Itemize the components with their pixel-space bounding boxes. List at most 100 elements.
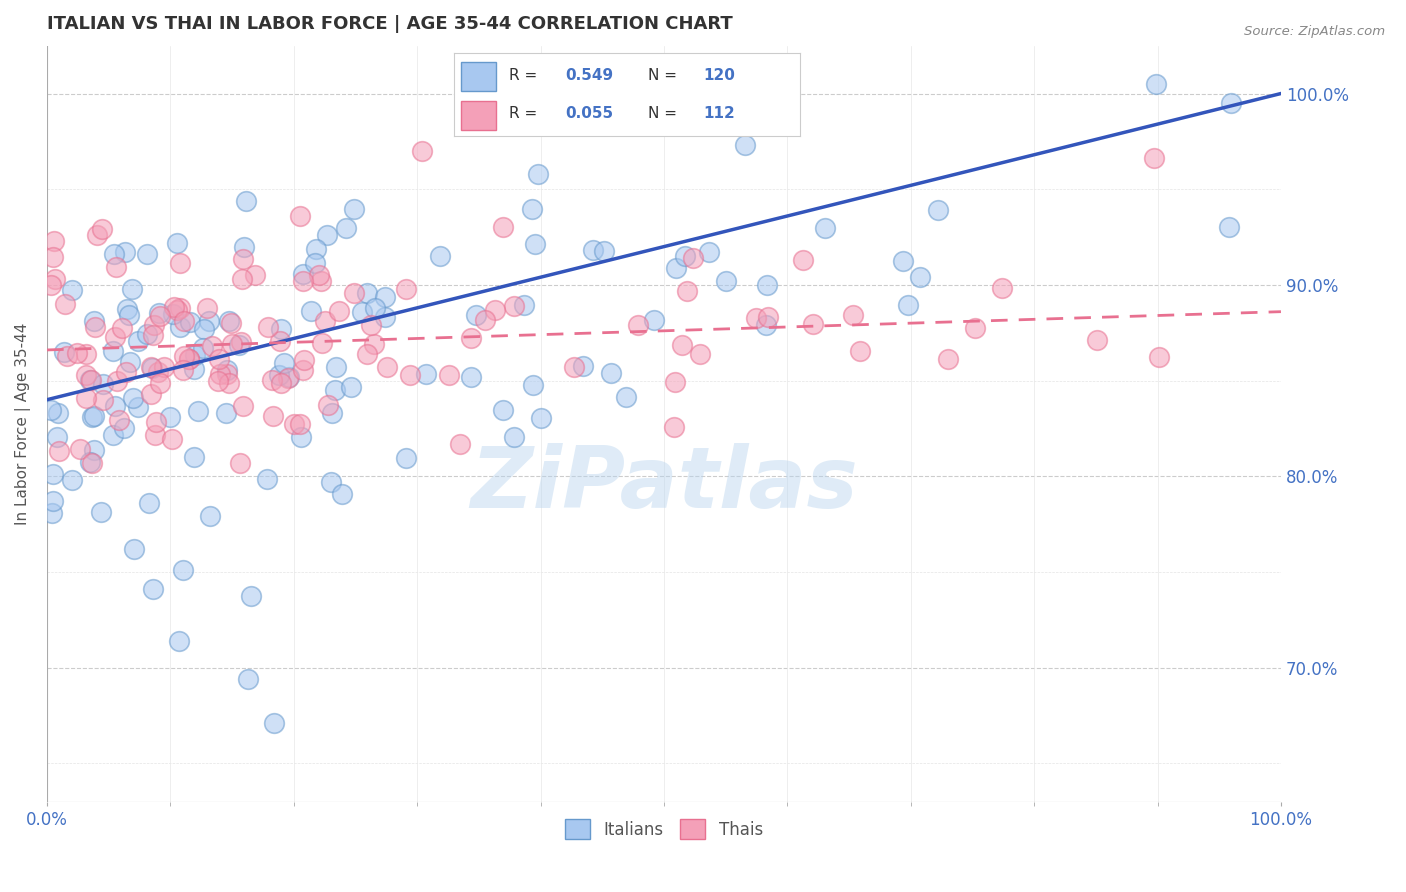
Point (936, 352, 959, 367)
Point (616, 390, 638, 404)
Point (231, 271, 253, 285)
Point (262, 372, 284, 386)
Point (325, 360, 347, 375)
Point (522, 202, 544, 216)
Point (801, 318, 824, 332)
Point (523, 236, 546, 251)
Point (135, 327, 157, 342)
Point (330, 487, 353, 501)
Point (90, 505, 112, 519)
Point (79, 455, 101, 469)
Point (664, 420, 686, 434)
Point (183, 362, 205, 376)
Point (143, 428, 166, 442)
Point (169, 301, 191, 315)
Point (120, 355, 142, 369)
Point (229, 456, 252, 470)
Point (664, 376, 686, 390)
Point (105, 260, 128, 274)
Point (79, 373, 101, 387)
Point (328, 303, 350, 318)
Point (314, 314, 336, 328)
Point (356, 347, 378, 361)
Point (101, 428, 124, 442)
Point (991, 281, 1014, 295)
Point (503, 299, 526, 313)
Point (395, 282, 418, 296)
Point (221, 337, 243, 351)
Point (675, 284, 697, 298)
Point (80, 409, 103, 424)
Point (842, 308, 865, 322)
Point (399, 368, 422, 383)
Point (219, 317, 242, 331)
Point (288, 417, 311, 431)
Point (270, 322, 292, 336)
Point (599, 366, 621, 380)
Point (173, 349, 195, 363)
Point (1218, 220, 1240, 235)
Point (108, 413, 131, 427)
Point (299, 304, 322, 318)
Point (1219, 96, 1241, 111)
Point (101, 343, 124, 358)
Point (207, 374, 229, 388)
Point (814, 220, 837, 235)
Point (191, 341, 214, 355)
Point (395, 450, 418, 465)
Point (173, 314, 195, 328)
Point (39, 277, 62, 292)
Point (167, 633, 190, 648)
Point (149, 376, 172, 390)
Point (908, 269, 931, 284)
Point (153, 359, 176, 374)
Point (682, 251, 704, 265)
Point (671, 338, 693, 352)
Point (215, 363, 238, 377)
Point (193, 322, 215, 336)
Point (245, 268, 267, 282)
Point (42, 494, 65, 508)
Text: Source: ZipAtlas.com: Source: ZipAtlas.com (1244, 25, 1385, 38)
Point (172, 363, 194, 377)
Point (75, 346, 97, 360)
Point (121, 391, 143, 405)
Point (163, 300, 186, 314)
Point (45, 430, 67, 444)
Point (492, 402, 515, 417)
Point (502, 430, 524, 444)
Point (198, 314, 221, 328)
Point (340, 380, 363, 394)
Point (491, 220, 513, 235)
Point (41, 506, 63, 520)
Point (145, 415, 167, 429)
Point (465, 308, 488, 322)
Point (745, 311, 768, 326)
Point (484, 302, 506, 317)
Point (201, 339, 224, 353)
Text: ITALIAN VS THAI IN LABOR FORCE | AGE 35-44 CORRELATION CHART: ITALIAN VS THAI IN LABOR FORCE | AGE 35-… (46, 15, 733, 33)
Point (292, 267, 315, 281)
Point (697, 245, 720, 260)
Point (179, 315, 201, 329)
Point (84, 320, 107, 334)
Point (139, 386, 162, 401)
Point (83, 409, 105, 424)
Point (308, 268, 330, 283)
Point (305, 242, 328, 256)
Point (218, 313, 240, 327)
Point (1142, 151, 1164, 165)
Point (460, 331, 482, 345)
Point (364, 301, 387, 315)
Point (1144, 77, 1167, 91)
Point (309, 274, 332, 288)
Point (292, 353, 315, 368)
Point (689, 347, 711, 361)
Point (291, 363, 314, 377)
Point (449, 437, 471, 451)
Point (321, 475, 343, 489)
Point (91, 376, 114, 391)
Point (530, 411, 553, 425)
Point (177, 351, 200, 366)
Point (460, 370, 482, 384)
